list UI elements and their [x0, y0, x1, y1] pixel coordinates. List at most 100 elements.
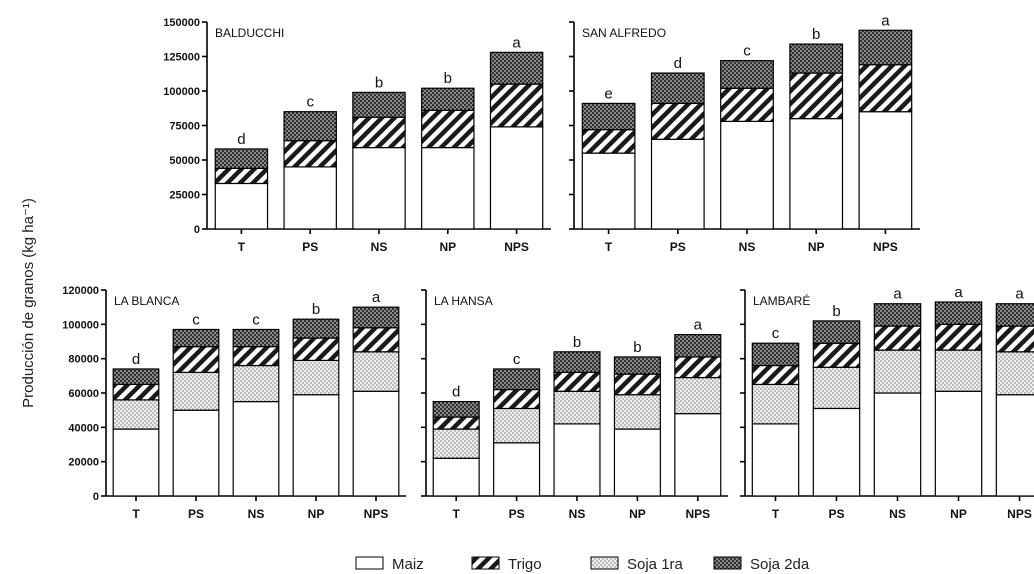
bar-segment-trigo	[934, 323, 983, 351]
x-tick-label: NPS	[364, 507, 389, 521]
x-tick-label: T	[772, 507, 780, 521]
bar-segment-maiz	[720, 120, 774, 230]
y-tick-label: 0	[93, 491, 99, 503]
bar-segment-soja-1ra	[232, 364, 280, 403]
x-tick-label: NP	[439, 240, 456, 254]
x-tick-label: NP	[808, 240, 825, 254]
significance-letter: c	[306, 94, 314, 111]
y-tick-label: 50000	[169, 155, 200, 167]
bar-segment-soja-2da	[751, 342, 800, 367]
bar-segment-trigo	[553, 371, 601, 392]
significance-letter: d	[674, 55, 682, 72]
bar-segment-trigo	[674, 356, 722, 379]
panel-title: BALDUCCHI	[215, 26, 284, 40]
bar-segment-soja-2da	[720, 60, 774, 89]
bar-segment-maiz	[581, 152, 636, 230]
bar-segment-soja-2da	[995, 303, 1034, 327]
panel-title: SAN ALFREDO	[582, 26, 666, 40]
bar-segment-maiz	[432, 457, 480, 497]
significance-letter: a	[881, 12, 890, 29]
significance-letter: b	[832, 303, 840, 320]
x-tick-label: NS	[739, 240, 756, 254]
bar-segment-soja-2da	[214, 148, 269, 169]
y-tick-label: 100000	[62, 319, 99, 331]
bar-segment-trigo	[789, 72, 844, 120]
bar-segment-soja-2da	[421, 87, 475, 111]
bar-segment-soja-2da	[172, 328, 220, 348]
y-tick-label: 125000	[163, 52, 200, 64]
y-tick-label: 120000	[62, 285, 99, 297]
bar-segment-trigo	[873, 325, 922, 351]
x-tick-label: T	[605, 240, 613, 254]
bar-segment-maiz	[172, 409, 220, 497]
legend-swatch	[471, 556, 500, 570]
bar-segment-maiz	[489, 126, 544, 230]
bar-segment-maiz	[674, 413, 722, 497]
legend-swatch	[355, 556, 384, 570]
bar-segment-soja-2da	[553, 351, 601, 373]
bar-segment-soja-2da	[232, 328, 280, 348]
bar-segment-soja-2da	[432, 400, 480, 418]
significance-letter: d	[452, 384, 460, 401]
x-tick-label: PS	[188, 507, 204, 521]
legend-label: Soja 1ra	[627, 556, 684, 573]
chart-legend: Maiz Trigo Soja 1ra Soja 2da	[355, 556, 810, 573]
bar-segment-soja-1ra	[432, 428, 480, 459]
bar-segment-maiz	[283, 166, 337, 230]
bar-segment-maiz	[812, 407, 861, 497]
significance-letter: a	[372, 289, 381, 306]
bar-segment-soja-2da	[283, 111, 337, 142]
bar-segment-trigo	[493, 388, 541, 410]
panel-la-blanca: 0 20000 40000 60000 80000 100000 120000 LA BLAN…	[62, 285, 406, 521]
bar-segment-trigo	[751, 364, 800, 386]
bar-segment-maiz	[352, 390, 400, 497]
bar-segment-maiz	[789, 117, 844, 230]
bar-segment-trigo	[352, 116, 406, 149]
bar-segment-soja-2da	[489, 51, 544, 85]
x-tick-label: NS	[889, 507, 906, 521]
significance-letter: a	[1015, 286, 1024, 303]
bar-segment-soja-2da	[352, 306, 400, 329]
bar-segment-trigo	[650, 102, 705, 140]
bar-segment-maiz	[995, 394, 1034, 497]
significance-letter: c	[192, 311, 200, 328]
bar-segment-soja-2da	[112, 368, 160, 386]
legend-item-soja-1ra: Soja 1ra	[590, 556, 684, 573]
bar-segment-trigo	[292, 337, 340, 361]
bar-segment-soja-2da	[613, 356, 661, 375]
legend-swatch	[590, 556, 619, 570]
bar-segment-soja-1ra	[553, 390, 601, 425]
x-tick-label: NP	[308, 507, 325, 521]
bar-segment-soja-1ra	[934, 349, 983, 392]
bar-segment-trigo	[112, 383, 160, 401]
bar-segment-maiz	[650, 138, 705, 230]
y-tick-label: 40000	[68, 422, 99, 434]
bar-segment-trigo	[995, 325, 1034, 353]
x-tick-label: NP	[629, 507, 646, 521]
significance-letter: b	[312, 301, 320, 318]
significance-letter: c	[513, 351, 521, 368]
significance-letter: b	[444, 70, 452, 87]
bar-segment-soja-2da	[493, 368, 541, 391]
bar-segment-soja-1ra	[352, 351, 400, 392]
legend-item-soja-2da: Soja 2da	[713, 556, 810, 573]
bar-segment-trigo	[232, 346, 280, 367]
x-tick-label: PS	[509, 507, 525, 521]
bar-segment-soja-1ra	[873, 349, 922, 394]
significance-letter: c	[252, 311, 260, 328]
bar-segment-soja-2da	[858, 29, 913, 66]
bar-segment-trigo	[214, 167, 269, 185]
bar-segment-maiz	[232, 400, 280, 497]
x-tick-label: T	[238, 240, 246, 254]
significance-letter: c	[772, 325, 780, 342]
x-tick-label: T	[132, 507, 140, 521]
bar-segment-soja-1ra	[493, 407, 541, 444]
panel-la-hansa: LA HANSA d Tc PS b NS b NP a NPS	[421, 289, 728, 521]
bar-segment-soja-2da	[674, 334, 722, 358]
y-tick-label: 75000	[169, 121, 200, 133]
bar-segment-maiz	[421, 146, 475, 230]
bar-segment-soja-1ra	[292, 359, 340, 396]
panel-title: LA HANSA	[434, 294, 493, 308]
bar-segment-trigo	[581, 129, 636, 154]
